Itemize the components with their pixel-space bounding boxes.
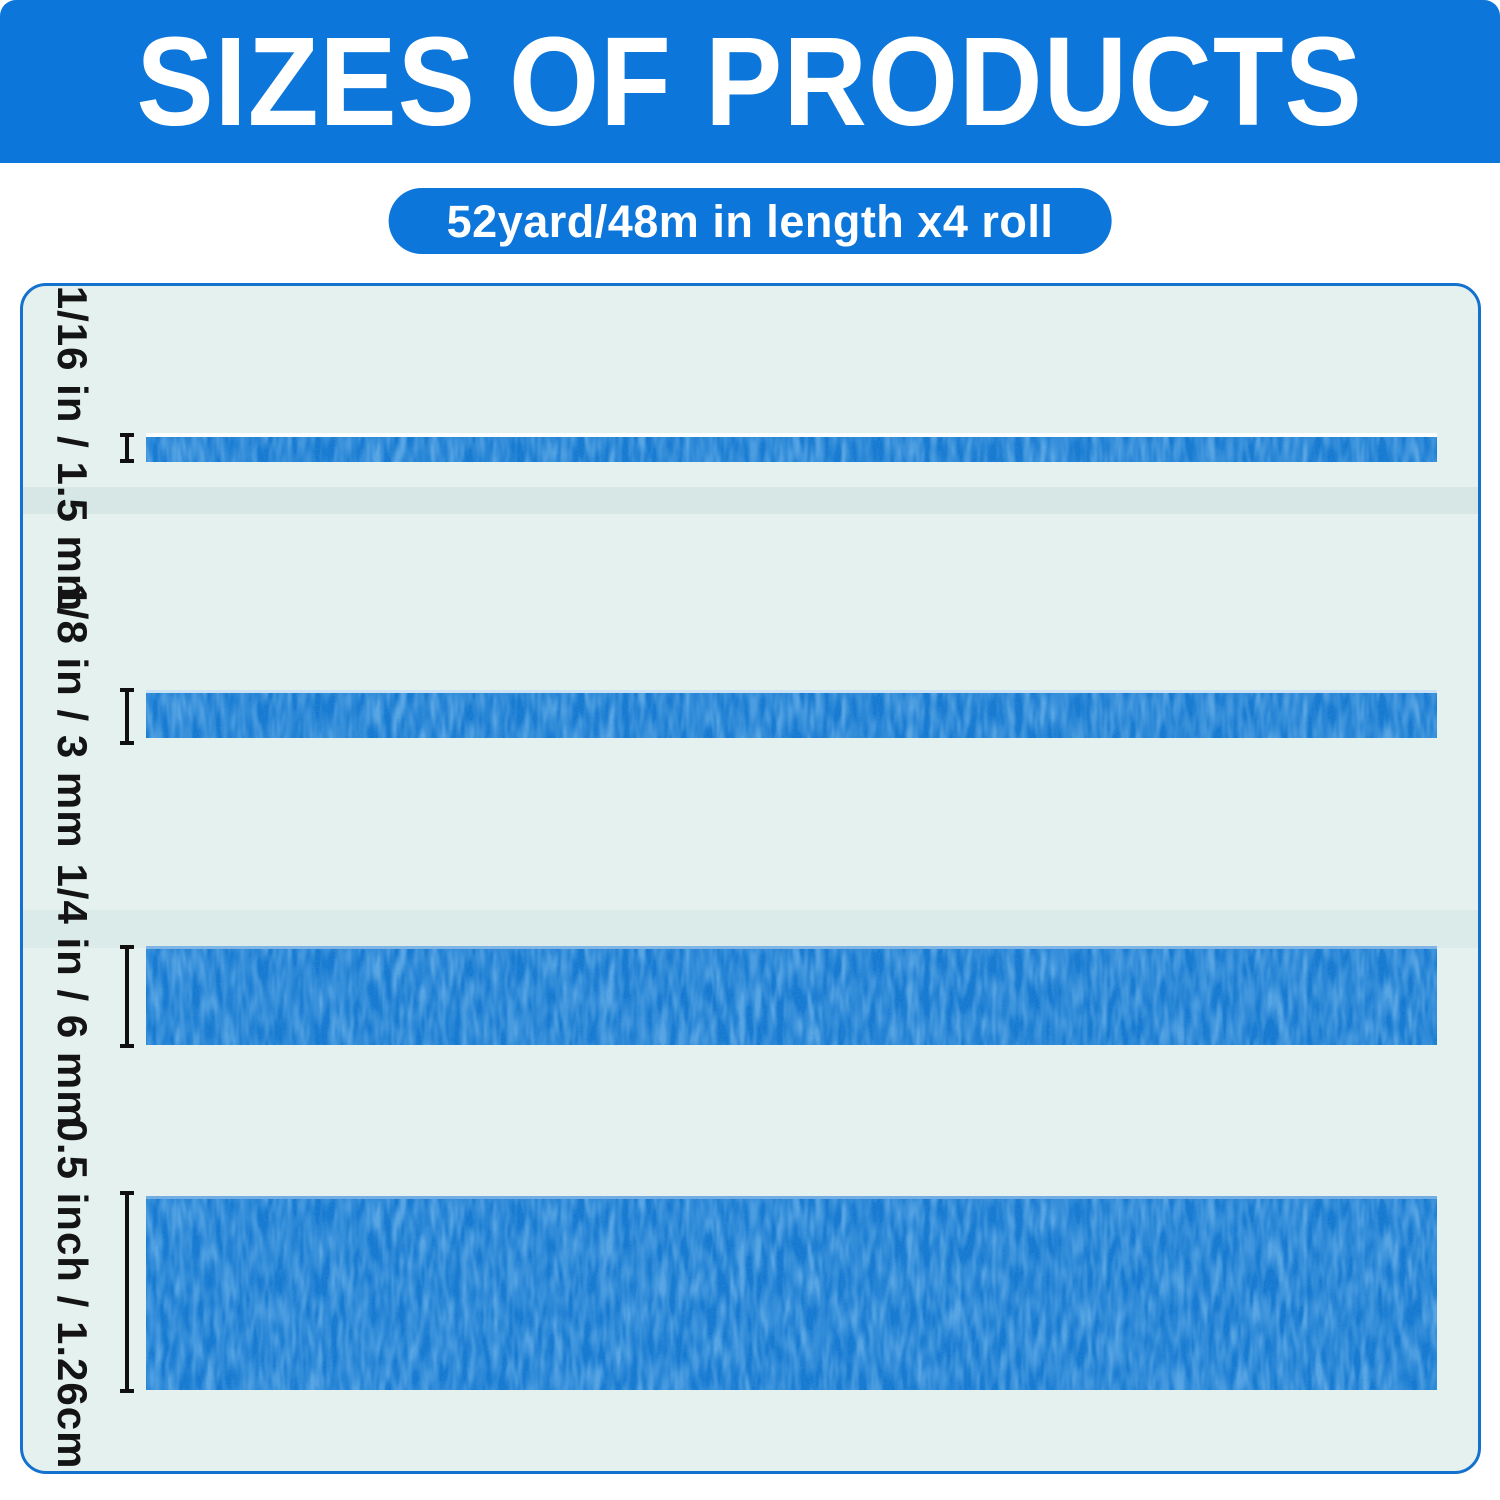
sizes-panel: 1/16 in / 1.5 mm 1/8 in / 3 mm 1/4 in / …	[20, 283, 1481, 1474]
background-seam	[23, 487, 1478, 514]
width-bracket-icon	[120, 433, 134, 463]
width-bracket-icon	[120, 945, 134, 1048]
width-bracket-icon	[120, 1191, 134, 1393]
tape-strip-2	[146, 690, 1437, 738]
tape-texture	[146, 693, 1437, 738]
background-seam	[23, 910, 1478, 948]
tape-strip-4	[146, 1196, 1437, 1390]
header-banner: SIZES OF PRODUCTS	[0, 0, 1500, 163]
width-bracket-icon	[120, 688, 134, 745]
tape-texture	[146, 437, 1437, 462]
size-label-1: 1/16 in / 1.5 mm	[49, 285, 96, 613]
tape-strip-3	[146, 946, 1437, 1045]
length-badge-text: 52yard/48m in length x4 roll	[446, 195, 1054, 247]
tape-texture	[146, 949, 1437, 1045]
tape-strip-1	[146, 433, 1437, 462]
page-title: SIZES OF PRODUCTS	[136, 10, 1364, 152]
tape-texture	[146, 1199, 1437, 1390]
length-badge: 52yard/48m in length x4 roll	[388, 188, 1112, 254]
size-label-2: 1/8 in / 3 mm	[49, 583, 96, 849]
size-label-4: 0.5 inch / 1.26cm	[49, 1118, 96, 1470]
size-label-3: 1/4 in / 6 mm	[49, 863, 96, 1129]
